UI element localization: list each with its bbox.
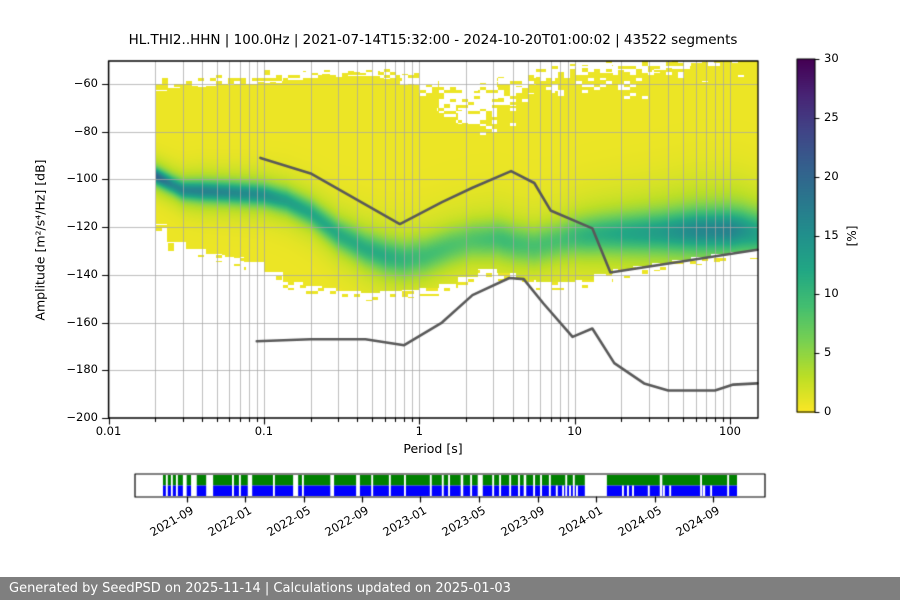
y-tick-label: −80 (73, 123, 98, 138)
plot-title: HL.THI2..HHN | 100.0Hz | 2021-07-14T15:3… (128, 32, 738, 48)
x-tick-label: 0.1 (254, 424, 274, 438)
x-tick-label: 0.01 (95, 424, 122, 438)
colorbar-tick-label: 30 (824, 51, 839, 65)
footer-text: Generated by SeedPSD on 2025-11-14 | Cal… (9, 581, 511, 596)
colorbar-tick-label: 25 (824, 109, 839, 124)
colorbar-tick-label: 0 (824, 404, 832, 418)
y-tick-label: −120 (66, 219, 98, 234)
y-tick-label: −60 (73, 76, 98, 90)
colorbar-tick-label: 15 (824, 227, 839, 242)
footer-bar: Generated by SeedPSD on 2025-11-14 | Cal… (0, 577, 900, 600)
y-tick-label: −100 (66, 171, 98, 186)
x-tick-label: 1 (415, 424, 423, 438)
y-tick-label: −180 (66, 362, 98, 377)
x-tick-label: 100 (719, 424, 741, 438)
y-tick-label: −200 (66, 409, 98, 424)
y-tick-label: −160 (66, 314, 98, 329)
colorbar-tick-label: 5 (824, 345, 832, 360)
x-axis-label: Period [s] (403, 441, 463, 456)
x-tick-label: 10 (567, 424, 582, 438)
colorbar-tick-label: 10 (824, 286, 839, 301)
y-tick-label: −140 (66, 266, 98, 281)
colorbar-tick-label: 20 (824, 168, 839, 183)
